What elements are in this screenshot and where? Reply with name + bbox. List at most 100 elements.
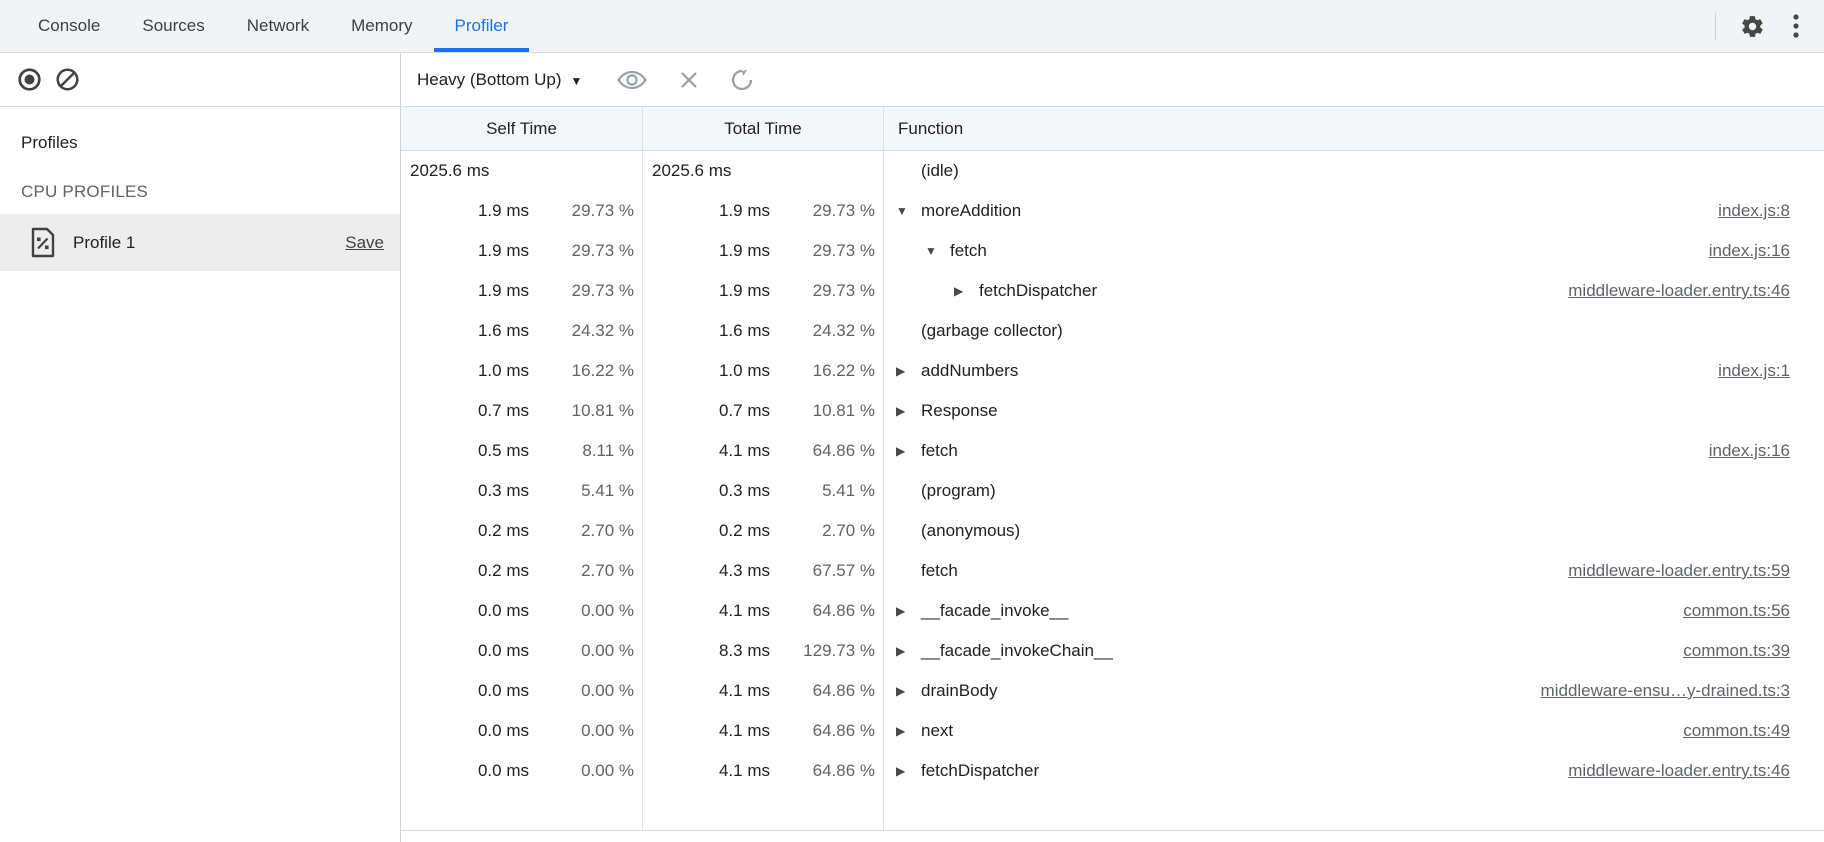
expand-arrow-icon[interactable]: ▶	[896, 604, 906, 618]
table-row[interactable]: 2025.6 ms 2025.6 ms (idle)	[401, 151, 1824, 191]
self-time-cell-percent: 29.73 %	[571, 201, 634, 220]
column-header-function[interactable]: Function	[898, 118, 964, 138]
function-cell: ▼ fetch index.js:16	[884, 231, 1824, 271]
source-link-container: index.js:8	[1021, 201, 1824, 221]
table-row[interactable]: 0.2 ms 2.70 % 4.3 ms 67.57 % fetch middleware…	[401, 551, 1824, 591]
total-time-cell-percent: 29.73 %	[812, 281, 875, 300]
table-header-row: Self Time Total Time Function	[401, 107, 1824, 151]
expand-arrow-icon[interactable]: ▶	[896, 444, 906, 458]
self-time-cell-percent: 16.22 %	[571, 361, 634, 380]
table-row[interactable]: 1.9 ms 29.73 % 1.9 ms 29.73 % ▼ moreAddition i…	[401, 191, 1824, 231]
close-icon[interactable]	[678, 69, 700, 91]
table-row[interactable]: 0.5 ms 8.11 % 4.1 ms 64.86 % ▶ fetch index.js:…	[401, 431, 1824, 471]
self-time-cell-percent: 2.70 %	[581, 521, 634, 540]
source-location-link[interactable]: common.ts:56	[1683, 601, 1790, 620]
total-time-cell-ms: 4.1 ms	[718, 761, 770, 780]
total-time-cell-ms: 0.3 ms	[718, 481, 770, 500]
source-location-link[interactable]: index.js:1	[1718, 361, 1790, 380]
total-time-cell-percent: 64.86 %	[812, 601, 875, 620]
total-time-cell: 0.3 ms 5.41 %	[643, 471, 884, 511]
source-link-container: middleware-ensu…y-drained.ts:3	[998, 681, 1824, 701]
tab-profiler[interactable]: Profiler	[433, 0, 530, 52]
self-time-cell: 1.9 ms 29.73 %	[401, 191, 643, 231]
function-name: (anonymous)	[921, 521, 1021, 540]
total-time-cell-percent: 67.57 %	[812, 561, 875, 580]
column-header-total-time[interactable]: Total Time	[643, 107, 884, 150]
source-location-link[interactable]: index.js:16	[1708, 441, 1790, 460]
expand-arrow-icon[interactable]: ▶	[896, 724, 906, 738]
more-options-button[interactable]	[1774, 0, 1818, 52]
source-location-link[interactable]: middleware-ensu…y-drained.ts:3	[1540, 681, 1790, 700]
table-row[interactable]: 0.3 ms 5.41 % 0.3 ms 5.41 % (program)	[401, 471, 1824, 511]
table-row[interactable]: 0.0 ms 0.00 % 8.3 ms 129.73 % ▶ __facade_invo…	[401, 631, 1824, 671]
tab-memory[interactable]: Memory	[330, 0, 433, 52]
total-time-cell-ms: 4.1 ms	[718, 601, 770, 620]
self-time-cell-ms: 0.5 ms	[477, 441, 529, 460]
function-name: fetch	[921, 441, 958, 460]
tab-sources[interactable]: Sources	[121, 0, 225, 52]
table-row[interactable]: 0.0 ms 0.00 % 4.1 ms 64.86 % ▶ drainBody middl…	[401, 671, 1824, 711]
total-time-cell-percent: 129.73 %	[803, 641, 875, 660]
total-time-cell-ms: 1.9 ms	[718, 281, 770, 300]
save-profile-link[interactable]: Save	[345, 232, 384, 252]
table-row[interactable]: 1.0 ms 16.22 % 1.0 ms 16.22 % ▶ addNumbers ind…	[401, 351, 1824, 391]
table-row[interactable]: 0.7 ms 10.81 % 0.7 ms 10.81 % ▶ Response	[401, 391, 1824, 431]
total-time-cell: 4.1 ms 64.86 %	[643, 751, 884, 791]
expand-arrow-icon[interactable]: ▶	[896, 764, 906, 778]
table-row[interactable]: 0.2 ms 2.70 % 0.2 ms 2.70 % (anonymous)	[401, 511, 1824, 551]
tab-network[interactable]: Network	[226, 0, 330, 52]
total-time-cell-ms: 0.7 ms	[718, 401, 770, 420]
clear-icon[interactable]	[55, 67, 80, 92]
function-cell: ▶ drainBody middleware-ensu…y-drained.ts:3	[884, 671, 1824, 711]
table-row[interactable]: 0.0 ms 0.00 % 4.1 ms 64.86 % ▶ next common.ts:…	[401, 711, 1824, 751]
self-time-cell: 0.0 ms 0.00 %	[401, 631, 643, 671]
total-time-cell-ms: 2025.6 ms	[652, 161, 732, 180]
cpu-profiles-section-header[interactable]: CPU PROFILES	[21, 182, 149, 201]
sidebar-item-profile-1[interactable]: Profile 1 Save	[0, 214, 400, 271]
source-location-link[interactable]: index.js:8	[1718, 201, 1790, 220]
source-link-container: middleware-loader.entry.ts:59	[958, 561, 1824, 581]
refresh-icon[interactable]	[730, 68, 754, 92]
source-location-link[interactable]: middleware-loader.entry.ts:59	[1568, 561, 1790, 580]
table-row[interactable]: 0.0 ms 0.00 % 4.1 ms 64.86 % ▶ __facade_invok…	[401, 591, 1824, 631]
table-row[interactable]: 0.0 ms 0.00 % 4.1 ms 64.86 % ▶ fetchDispatche…	[401, 751, 1824, 791]
view-mode-select[interactable]: Heavy (Bottom Up) ▼	[417, 70, 582, 90]
tab-console-label: Console	[38, 16, 101, 35]
expand-arrow-icon[interactable]: ▶	[896, 644, 906, 658]
settings-button[interactable]	[1730, 0, 1774, 52]
total-time-cell-ms: 1.9 ms	[718, 241, 770, 260]
expand-arrow-icon[interactable]: ▶	[896, 684, 906, 698]
function-cell: (garbage collector)	[884, 311, 1824, 351]
source-location-link[interactable]: middleware-loader.entry.ts:46	[1568, 281, 1790, 300]
self-time-cell-percent: 0.00 %	[581, 761, 634, 780]
source-location-link[interactable]: common.ts:49	[1683, 721, 1790, 740]
total-time-cell: 1.0 ms 16.22 %	[643, 351, 884, 391]
collapse-arrow-icon[interactable]: ▼	[925, 244, 937, 258]
record-button[interactable]	[17, 67, 42, 92]
total-time-cell-percent: 16.22 %	[812, 361, 875, 380]
source-location-link[interactable]: middleware-loader.entry.ts:46	[1568, 761, 1790, 780]
function-name: Response	[921, 401, 998, 420]
total-time-cell-ms: 4.1 ms	[718, 721, 770, 740]
expand-arrow-icon[interactable]: ▶	[896, 364, 906, 378]
tabbar-divider	[1715, 12, 1716, 40]
function-cell: ▶ __facade_invoke__ common.ts:56	[884, 591, 1824, 631]
table-row[interactable]: 1.9 ms 29.73 % 1.9 ms 29.73 % ▶ fetchDispatch…	[401, 271, 1824, 311]
expand-arrow-icon[interactable]: ▶	[896, 404, 906, 418]
column-header-self-time[interactable]: Self Time	[401, 107, 643, 150]
total-time-cell-percent: 2.70 %	[822, 521, 875, 540]
total-time-cell: 4.1 ms 64.86 %	[643, 431, 884, 471]
self-time-cell-ms: 0.0 ms	[477, 681, 529, 700]
total-time-cell: 1.9 ms 29.73 %	[643, 271, 884, 311]
table-row[interactable]: 1.9 ms 29.73 % 1.9 ms 29.73 % ▼ fetch index.js…	[401, 231, 1824, 271]
tab-network-label: Network	[246, 16, 310, 35]
self-time-cell: 0.5 ms 8.11 %	[401, 431, 643, 471]
eye-icon[interactable]	[616, 69, 648, 91]
table-row[interactable]: 1.6 ms 24.32 % 1.6 ms 24.32 % (garbage colle…	[401, 311, 1824, 351]
tab-console[interactable]: Console	[17, 0, 121, 52]
profiler-content: Profiles CPU PROFILES Profile 1 Save Sel…	[0, 107, 1824, 842]
collapse-arrow-icon[interactable]: ▼	[896, 204, 908, 218]
expand-arrow-icon[interactable]: ▶	[954, 284, 964, 298]
source-location-link[interactable]: common.ts:39	[1683, 641, 1790, 660]
source-location-link[interactable]: index.js:16	[1708, 241, 1790, 260]
